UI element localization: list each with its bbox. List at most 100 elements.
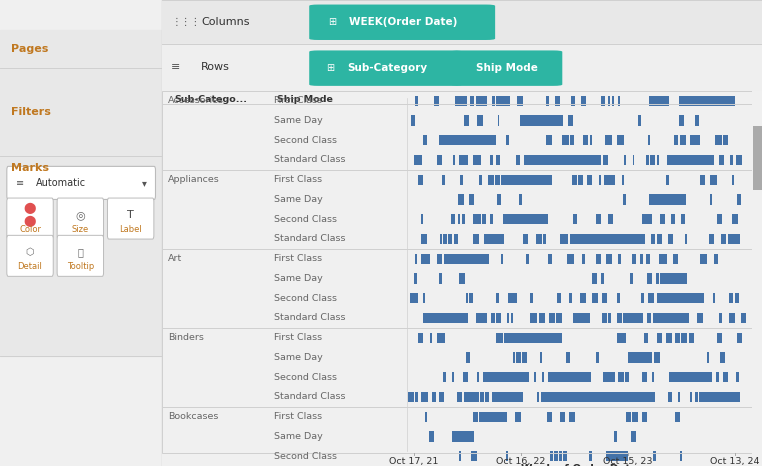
Bar xyxy=(568,116,573,126)
Text: Standard Class: Standard Class xyxy=(274,314,346,322)
Bar xyxy=(710,372,712,382)
Bar xyxy=(492,96,495,106)
Bar xyxy=(610,372,615,382)
Bar xyxy=(671,313,689,323)
Bar xyxy=(727,392,731,402)
Bar xyxy=(539,352,542,363)
Bar xyxy=(432,392,437,402)
Bar xyxy=(649,96,668,106)
Bar xyxy=(477,214,481,224)
Bar xyxy=(701,155,703,165)
Bar xyxy=(506,135,508,145)
Bar xyxy=(526,254,529,264)
Bar xyxy=(452,372,454,382)
Bar xyxy=(600,234,605,244)
Bar xyxy=(649,194,687,205)
Bar xyxy=(0,156,162,356)
Bar xyxy=(419,155,422,165)
Bar xyxy=(574,234,590,244)
Bar xyxy=(485,392,488,402)
Bar xyxy=(660,214,665,224)
Text: T: T xyxy=(127,210,134,220)
Bar xyxy=(610,372,612,382)
Bar xyxy=(437,254,442,264)
Bar xyxy=(611,175,615,185)
Bar xyxy=(498,116,499,126)
Bar xyxy=(674,135,678,145)
Bar xyxy=(423,293,425,303)
Bar xyxy=(483,372,528,382)
Bar xyxy=(588,175,591,185)
Text: Same Day: Same Day xyxy=(274,195,323,204)
Bar xyxy=(443,372,446,382)
Bar xyxy=(560,234,565,244)
Bar xyxy=(471,392,475,402)
Bar xyxy=(717,135,722,145)
Bar xyxy=(668,234,673,244)
Bar xyxy=(600,234,626,244)
Bar xyxy=(482,214,486,224)
Bar xyxy=(458,214,460,224)
Text: Second Class: Second Class xyxy=(274,452,338,460)
Bar xyxy=(592,293,597,303)
Bar xyxy=(0,68,162,156)
FancyBboxPatch shape xyxy=(57,235,104,276)
Text: Detail: Detail xyxy=(18,262,43,271)
Text: 💬: 💬 xyxy=(78,247,83,258)
Bar xyxy=(624,155,626,165)
Bar xyxy=(543,372,544,382)
Bar xyxy=(601,273,604,284)
Bar xyxy=(466,293,468,303)
Bar xyxy=(463,372,468,382)
Bar xyxy=(501,254,503,264)
Bar xyxy=(537,392,539,402)
Bar xyxy=(741,313,746,323)
Text: Second Class: Second Class xyxy=(274,215,338,224)
Bar xyxy=(738,155,741,165)
Bar xyxy=(671,214,675,224)
Bar xyxy=(466,352,470,363)
Bar xyxy=(628,352,652,363)
Bar xyxy=(584,313,588,323)
Bar xyxy=(608,96,610,106)
Bar xyxy=(412,392,414,402)
Bar xyxy=(569,392,573,402)
Bar xyxy=(457,392,463,402)
Bar xyxy=(505,333,508,343)
Bar xyxy=(620,392,623,402)
Bar xyxy=(661,313,664,323)
Text: Sub-Catego...: Sub-Catego... xyxy=(174,95,247,103)
Bar xyxy=(626,411,631,422)
Bar xyxy=(421,214,423,224)
Bar xyxy=(490,155,493,165)
Bar xyxy=(529,333,530,343)
Bar xyxy=(418,333,423,343)
Bar xyxy=(473,234,479,244)
Text: Week of Order Date: Week of Order Date xyxy=(521,465,638,466)
Bar xyxy=(545,392,549,402)
Bar xyxy=(472,155,475,165)
Bar xyxy=(614,431,617,441)
Bar xyxy=(728,293,733,303)
Bar xyxy=(511,333,515,343)
Bar xyxy=(523,234,528,244)
Bar xyxy=(474,451,476,461)
Bar xyxy=(690,392,692,402)
Bar xyxy=(524,333,527,343)
Text: Rows: Rows xyxy=(201,62,230,72)
Bar xyxy=(656,273,659,284)
Bar xyxy=(652,313,657,323)
Bar xyxy=(497,392,500,402)
Bar xyxy=(414,273,418,284)
Bar xyxy=(654,313,658,323)
Bar xyxy=(710,175,715,185)
Bar xyxy=(715,175,717,185)
Bar xyxy=(546,411,552,422)
Bar xyxy=(630,273,633,284)
Bar xyxy=(523,372,529,382)
Bar xyxy=(470,451,475,461)
Bar xyxy=(470,96,474,106)
Bar xyxy=(567,254,570,264)
Text: Second Class: Second Class xyxy=(274,136,338,145)
Bar xyxy=(661,273,686,284)
